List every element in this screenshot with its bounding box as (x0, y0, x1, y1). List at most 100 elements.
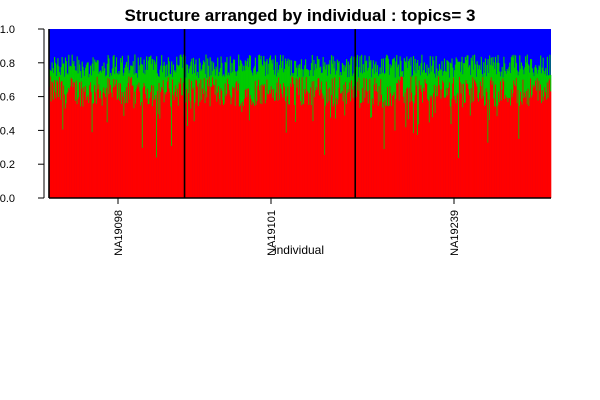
y-tick-label: 0.2 (0, 159, 15, 171)
bar-segment-series-2 (489, 55, 491, 121)
bar-segment-series-2 (549, 54, 551, 79)
bar-segment-series-2 (200, 71, 202, 80)
bar-segment-series-2 (370, 60, 372, 119)
bar-segment-series-1 (489, 120, 491, 198)
bar-segment-series-2 (507, 71, 509, 103)
bar-segment-series-2 (326, 75, 328, 104)
bar-segment-series-1 (456, 94, 458, 198)
bar-segment-series-2 (161, 55, 163, 88)
bar-segment-series-2 (262, 66, 264, 85)
bar-segment-series-2 (274, 55, 277, 101)
bar-segment-series-2 (465, 60, 467, 81)
bar-segment-series-2 (392, 58, 395, 96)
bar-segment-series-1 (275, 92, 277, 198)
bar-segment-series-2 (340, 71, 342, 94)
bar-segment-series-1 (129, 99, 131, 198)
bar-segment-series-1 (56, 80, 58, 198)
bar-segment-series-1 (115, 79, 118, 198)
bar-segment-series-2 (473, 69, 475, 102)
bar-segment-series-2 (329, 60, 331, 88)
bar-segment-series-2 (387, 58, 389, 107)
bar-segment-series-2 (81, 61, 83, 89)
bar-segment-series-1 (67, 92, 69, 198)
bar-segment-series-1 (513, 80, 515, 198)
bar-segment-series-1 (141, 147, 144, 198)
bar-segment-series-1 (226, 93, 228, 198)
bar-segment-series-1 (484, 104, 487, 198)
bar-segment-series-2 (123, 72, 125, 116)
bar-segment-series-1 (214, 94, 216, 198)
bar-segment-series-2 (227, 75, 229, 79)
bar-segment-series-2 (428, 67, 430, 101)
bar-segment-series-1 (526, 104, 528, 198)
bar-segment-series-1 (541, 90, 543, 198)
bar-segment-series-1 (333, 103, 335, 198)
bar-segment-series-1 (167, 77, 169, 198)
bar-segment-series-2 (362, 64, 364, 103)
bar-segment-series-2 (335, 74, 337, 119)
bar-segment-series-1 (79, 82, 81, 198)
bar-segment-series-2 (415, 73, 417, 77)
bar-segment-series-2 (459, 71, 461, 83)
bar-segment-series-1 (130, 78, 132, 198)
bar-segment-series-1 (284, 86, 286, 198)
bar-segment-series-2 (412, 56, 415, 134)
bar-segment-series-1 (93, 102, 95, 198)
bar-segment-series-2 (517, 75, 519, 90)
bar-segment-series-1 (59, 99, 62, 198)
bar-segment-series-2 (254, 57, 256, 82)
bar-segment-series-1 (192, 89, 194, 198)
bar-segment-series-1 (372, 104, 374, 198)
bar-segment-series-2 (489, 64, 492, 81)
bar-segment-series-1 (329, 87, 331, 198)
bar-segment-series-2 (378, 74, 380, 87)
bar-segment-series-2 (486, 64, 488, 92)
bar-segment-series-2 (301, 69, 303, 78)
bar-segment-series-1 (219, 104, 221, 198)
bar-segment-series-2 (413, 70, 415, 104)
bar-segment-series-1 (504, 95, 507, 198)
bar-segment-series-1 (300, 105, 302, 198)
bar-segment-series-1 (368, 90, 370, 198)
bar-segment-series-2 (428, 73, 430, 123)
bar-segment-series-2 (249, 55, 251, 96)
bar-segment-series-2 (172, 64, 174, 96)
bar-segment-series-2 (250, 70, 252, 99)
bar-segment-series-1 (326, 103, 328, 198)
bar-segment-series-2 (363, 72, 365, 78)
bar-segment-series-1 (378, 86, 380, 198)
bar-segment-series-1 (156, 157, 158, 198)
bar-segment-series-1 (535, 90, 538, 198)
bar-segment-series-1 (462, 107, 464, 198)
bar-segment-series-1 (359, 108, 361, 198)
bar-segment-series-2 (278, 69, 280, 78)
bar-segment-series-1 (399, 80, 401, 198)
bar-segment-series-1 (100, 98, 103, 198)
bar-segment-series-1 (452, 83, 454, 198)
bar-segment-series-2 (239, 59, 241, 106)
bar-segment-series-1 (162, 80, 164, 198)
bar-segment-series-1 (105, 97, 107, 198)
bar-segment-series-2 (243, 65, 245, 106)
bar-segment-series-2 (405, 62, 407, 128)
bar-segment-series-2 (106, 63, 108, 123)
bar-segment-series-1 (376, 91, 379, 198)
bar-segment-series-1 (524, 92, 526, 198)
bar-segment-series-1 (95, 103, 97, 198)
bar-segment-series-2 (181, 56, 183, 96)
bar-segment-series-1 (481, 98, 483, 198)
bar-segment-series-2 (102, 70, 104, 93)
bar-segment-series-1 (229, 95, 231, 198)
bar-segment-series-2 (418, 65, 420, 81)
bar-segment-series-1 (309, 93, 311, 198)
bar-segment-series-1 (371, 98, 374, 198)
bar-segment-series-1 (330, 95, 333, 198)
bar-segment-series-1 (207, 86, 210, 198)
bar-segment-series-1 (443, 82, 445, 198)
bar-segment-series-2 (300, 59, 302, 106)
bar-segment-series-1 (346, 93, 348, 198)
bar-segment-series-1 (140, 105, 142, 198)
bar-segment-series-1 (532, 84, 534, 198)
bar-segment-series-2 (510, 73, 512, 106)
